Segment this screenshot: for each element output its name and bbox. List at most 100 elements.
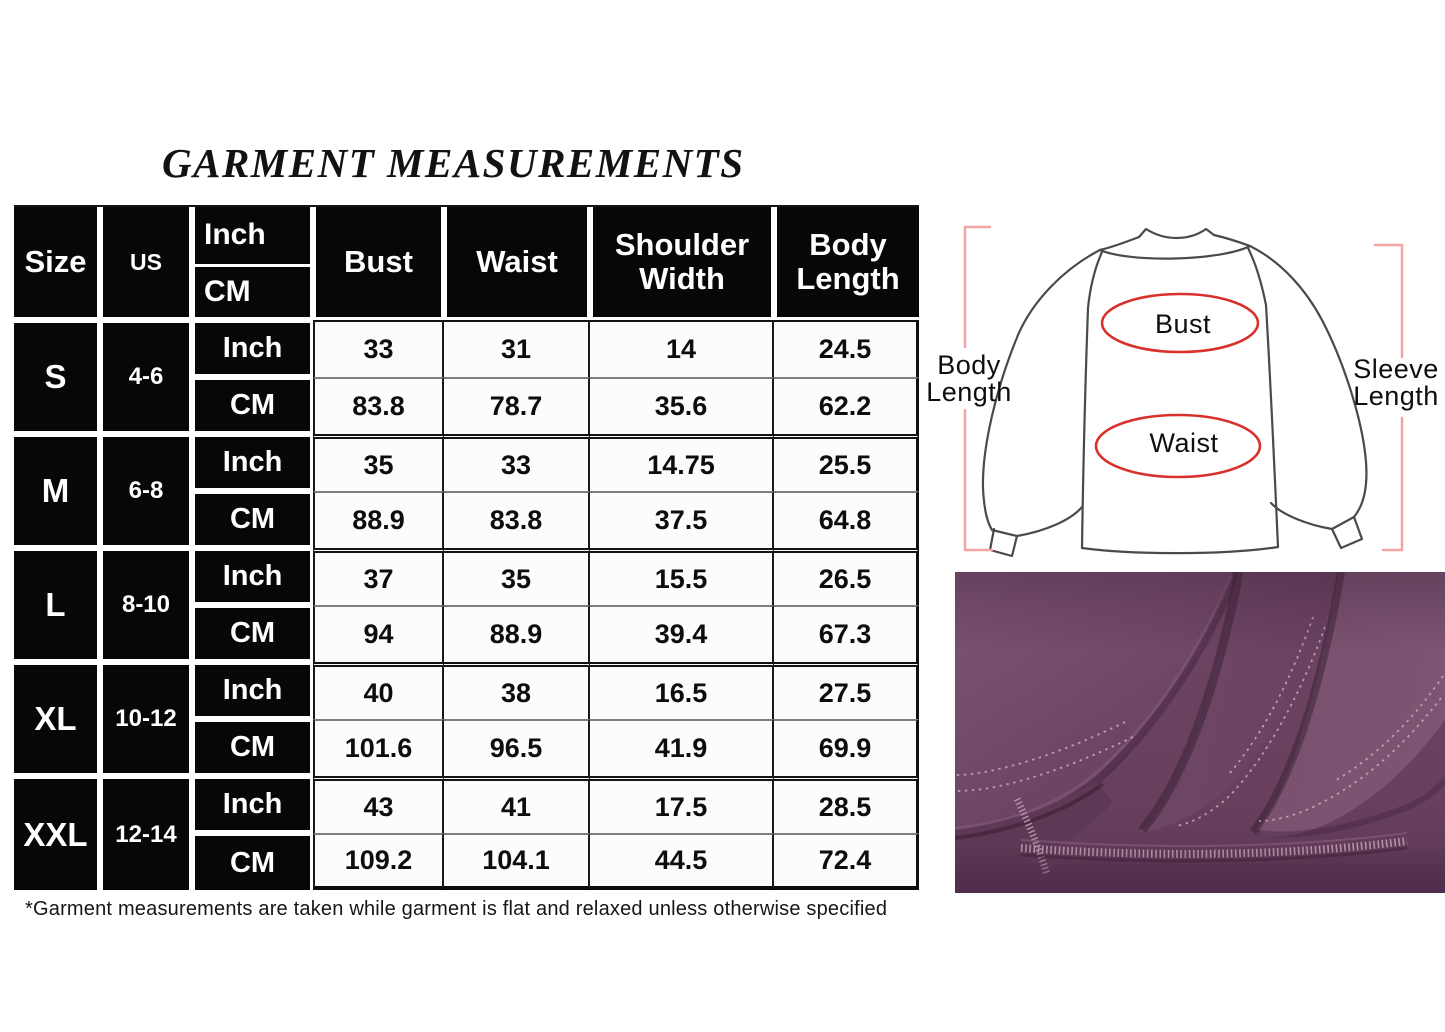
header-unit: Inch CM xyxy=(192,207,313,320)
measurement-cell: 31 xyxy=(444,320,590,377)
measurement-cell: 35.6 xyxy=(590,377,774,434)
unit-cm-cell: CM xyxy=(192,833,313,890)
unit-inch-cell: Inch xyxy=(192,662,313,719)
right-cuff-edge xyxy=(1330,515,1356,531)
us-cell: 6-8 xyxy=(100,434,192,548)
sleeve-length-label: Sleeve Length xyxy=(1353,354,1439,411)
us-cell: 10-12 xyxy=(100,662,192,776)
waist-label: Waist xyxy=(1149,428,1219,458)
measurement-cell: 104.1 xyxy=(444,833,590,890)
bust-label: Bust xyxy=(1154,309,1212,339)
measurement-cell: 41 xyxy=(444,776,590,833)
measure-brackets xyxy=(963,225,1404,552)
measurement-cell: 25.5 xyxy=(774,434,919,491)
unit-cm-cell: CM xyxy=(192,491,313,548)
unit-inch-cell: Inch xyxy=(192,434,313,491)
garment-outline xyxy=(981,227,1368,558)
size-cell: L xyxy=(14,548,100,662)
us-cell: 8-10 xyxy=(100,548,192,662)
measurement-cell: 44.5 xyxy=(590,833,774,890)
us-cell: 4-6 xyxy=(100,320,192,434)
footnote: *Garment measurements are taken while ga… xyxy=(25,898,888,920)
measurement-cell: 88.9 xyxy=(444,605,590,662)
measurement-cell: 28.5 xyxy=(774,776,919,833)
collar-right-edge xyxy=(1212,233,1252,248)
left-cuff-tab xyxy=(988,527,1019,558)
right-cuff-tab xyxy=(1330,515,1364,550)
left-armhole-seam xyxy=(1086,250,1104,310)
unit-inch-cell: Inch xyxy=(192,320,313,377)
page-title: GARMENT MEASUREMENTS xyxy=(162,140,745,186)
measurement-cell: 62.2 xyxy=(774,377,919,434)
size-cell: S xyxy=(14,320,100,434)
body-length-label: Body Length xyxy=(926,350,1012,407)
unit-cm-cell: CM xyxy=(192,605,313,662)
header-us: US xyxy=(100,207,192,320)
sleeve-length-bracket xyxy=(1373,243,1404,552)
measurement-cell: 101.6 xyxy=(313,719,444,776)
header-waist: Waist xyxy=(444,207,590,320)
header-shoulder-width: Shoulder Width xyxy=(590,207,774,320)
measurement-cell: 88.9 xyxy=(313,491,444,548)
header-unit-inch: Inch xyxy=(195,207,310,267)
size-cell: M xyxy=(14,434,100,548)
header-size: Size xyxy=(14,207,100,320)
measurement-cell: 37 xyxy=(313,548,444,605)
size-chart-table: Size US Inch CM Bust Waist Shoulder Widt… xyxy=(14,205,919,890)
size-cell: XXL xyxy=(14,776,100,890)
bust-ellipse xyxy=(1100,292,1260,354)
left-sleeve-outer xyxy=(981,248,1102,532)
body-length-bracket xyxy=(963,225,994,552)
measurement-cell: 39.4 xyxy=(590,605,774,662)
measurement-cell: 109.2 xyxy=(313,833,444,890)
measurement-cell: 40 xyxy=(313,662,444,719)
measurement-cell: 17.5 xyxy=(590,776,774,833)
hem xyxy=(1080,545,1280,555)
left-body-side xyxy=(1080,306,1090,550)
measurement-cell: 78.7 xyxy=(444,377,590,434)
measurement-cell: 35 xyxy=(313,434,444,491)
collar-top xyxy=(1137,227,1216,239)
fabric-photo xyxy=(955,572,1445,893)
measurement-cell: 96.5 xyxy=(444,719,590,776)
measurement-cell: 72.4 xyxy=(774,833,919,890)
right-sleeve-bottom xyxy=(1269,501,1334,531)
unit-cm-cell: CM xyxy=(192,719,313,776)
measurement-cell: 26.5 xyxy=(774,548,919,605)
measurement-cell: 27.5 xyxy=(774,662,919,719)
measurement-cell: 41.9 xyxy=(590,719,774,776)
us-cell: 12-14 xyxy=(100,776,192,890)
left-sleeve-bottom xyxy=(1015,505,1084,538)
unit-inch-cell: Inch xyxy=(192,776,313,833)
header-bust: Bust xyxy=(313,207,444,320)
neckline xyxy=(1098,244,1252,260)
right-sleeve-outer xyxy=(1248,244,1368,519)
left-cuff-edge xyxy=(990,528,1019,538)
measurement-cell: 83.8 xyxy=(444,491,590,548)
measurement-cell: 14.75 xyxy=(590,434,774,491)
header-body-length: Body Length xyxy=(774,207,919,320)
unit-inch-cell: Inch xyxy=(192,548,313,605)
header-unit-cm: CM xyxy=(204,274,251,308)
right-body-side xyxy=(1264,303,1280,549)
garment-diagram xyxy=(963,225,1404,558)
measurement-cell: 69.9 xyxy=(774,719,919,776)
measurement-cell: 94 xyxy=(313,605,444,662)
measurement-cell: 16.5 xyxy=(590,662,774,719)
waist-ellipse xyxy=(1094,413,1262,479)
measurement-cell: 24.5 xyxy=(774,320,919,377)
measurement-cell: 64.8 xyxy=(774,491,919,548)
measurement-cell: 38 xyxy=(444,662,590,719)
collar-left-edge xyxy=(1098,235,1141,252)
measurement-cell: 43 xyxy=(313,776,444,833)
measurement-cell: 14 xyxy=(590,320,774,377)
measurement-cell: 37.5 xyxy=(590,491,774,548)
measure-ellipses xyxy=(1094,292,1262,479)
unit-cm-cell: CM xyxy=(192,377,313,434)
measurement-cell: 15.5 xyxy=(590,548,774,605)
fabric-shading-overlay xyxy=(955,572,1445,893)
measurement-cell: 35 xyxy=(444,548,590,605)
measurement-cell: 33 xyxy=(444,434,590,491)
measurement-cell: 83.8 xyxy=(313,377,444,434)
